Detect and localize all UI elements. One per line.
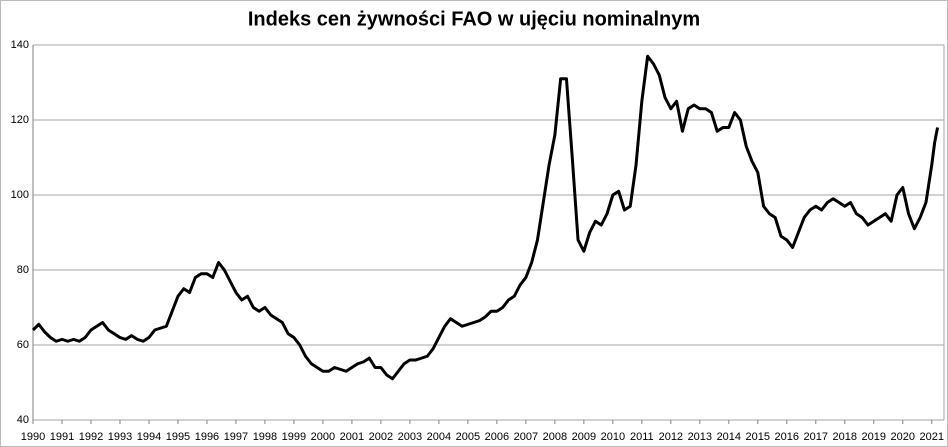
x-tick-label: 2021	[920, 431, 944, 443]
x-tick-label: 2003	[398, 431, 422, 443]
chart-title: Indeks cen żywności FAO w ujęciu nominal…	[248, 8, 700, 30]
x-tick-label: 2009	[572, 431, 596, 443]
x-tick-label: 2006	[485, 431, 509, 443]
x-tick-label: 1995	[166, 431, 190, 443]
y-tick-label: 60	[17, 339, 29, 351]
x-tick-label: 2019	[862, 431, 886, 443]
x-tick-label: 1997	[224, 431, 248, 443]
x-tick-label: 2007	[514, 431, 538, 443]
y-tick-label: 120	[11, 114, 29, 126]
x-tick-label: 1996	[195, 431, 219, 443]
x-tick-label: 2008	[543, 431, 567, 443]
x-tick-label: 2010	[601, 431, 625, 443]
x-tick-label: 1998	[253, 431, 277, 443]
x-tick-label: 2017	[804, 431, 828, 443]
x-tick-label: 2000	[311, 431, 335, 443]
y-tick-label: 100	[11, 189, 29, 201]
y-tick-label: 140	[11, 39, 29, 51]
x-tick-label: 2016	[775, 431, 799, 443]
x-tick-label: 1990	[21, 431, 45, 443]
x-tick-label: 2004	[427, 431, 451, 443]
y-tick-label: 40	[17, 414, 29, 426]
x-tick-label: 1991	[50, 431, 74, 443]
x-tick-label: 2002	[369, 431, 393, 443]
x-tick-label: 2012	[659, 431, 683, 443]
x-tick-label: 2013	[688, 431, 712, 443]
x-tick-label: 2020	[891, 431, 915, 443]
x-tick-label: 2015	[746, 431, 770, 443]
x-tick-label: 2011	[630, 431, 654, 443]
x-tick-label: 1999	[282, 431, 306, 443]
x-tick-label: 1993	[108, 431, 132, 443]
data-line	[31, 54, 940, 381]
y-tick-label: 80	[17, 264, 29, 276]
x-tick-label: 2001	[340, 431, 364, 443]
x-tick-label: 2014	[717, 431, 741, 443]
x-tick-label: 1992	[79, 431, 103, 443]
x-tick-label: 1994	[137, 431, 161, 443]
x-tick-label: 2005	[456, 431, 480, 443]
x-tick-label: 2018	[833, 431, 857, 443]
